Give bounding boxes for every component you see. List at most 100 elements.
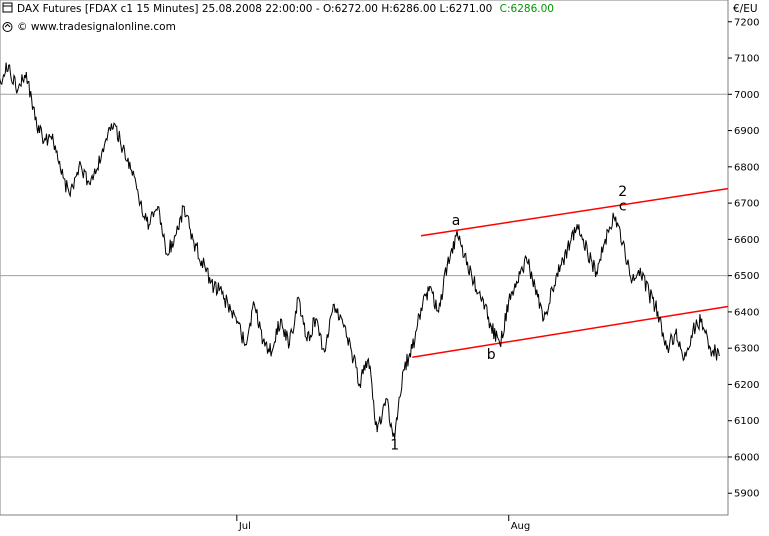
price-point	[367, 358, 369, 360]
price-point	[341, 318, 343, 320]
price-point	[323, 351, 326, 353]
y-tick-label-7200: 7200	[734, 17, 759, 28]
wave-label-1: 1	[390, 438, 399, 454]
x-tick-label-jul: Jul	[238, 521, 251, 532]
wave-label-c: c	[619, 198, 627, 214]
currency-label: €/EU	[733, 3, 758, 15]
price-point	[332, 304, 334, 306]
price-point	[130, 169, 133, 172]
price-point	[376, 430, 378, 433]
price-point	[227, 304, 229, 306]
price-point	[551, 289, 554, 291]
price-point	[473, 282, 475, 284]
price-point	[525, 256, 527, 259]
price-point	[674, 333, 676, 335]
gridlines	[0, 93, 728, 458]
price-point	[455, 235, 457, 237]
x-tick-label-aug: Aug	[511, 521, 531, 532]
price-point	[604, 238, 606, 240]
price-point	[262, 340, 264, 342]
price-point	[69, 195, 71, 197]
price-point	[402, 369, 405, 371]
trendlines	[412, 187, 729, 358]
price-point	[192, 238, 194, 240]
price-point	[122, 148, 124, 150]
source-credit: © www.tradesignalonline.com	[17, 21, 176, 33]
upper-channel-line	[420, 187, 729, 237]
price-point	[209, 282, 212, 284]
price-point	[446, 264, 448, 266]
price-point	[104, 140, 106, 143]
price-point	[297, 296, 299, 298]
header-icons[interactable]	[2, 2, 13, 32]
refresh-icon[interactable]	[2, 22, 13, 32]
price-point	[630, 282, 633, 284]
price-point	[359, 383, 361, 386]
price-point	[534, 285, 536, 288]
price-point	[16, 90, 19, 92]
price-point	[464, 253, 466, 255]
price-point	[578, 224, 580, 226]
instrument-line: DAX Futures [FDAX c1 15 Minutes] 25.08.2…	[17, 3, 492, 15]
price-point	[385, 398, 387, 400]
price-point	[315, 318, 317, 320]
price-point	[701, 318, 703, 320]
price-point	[499, 343, 501, 346]
y-tick-label-6000: 6000	[734, 452, 759, 463]
lower-channel-line	[412, 305, 729, 358]
price-point	[718, 354, 720, 357]
price-point	[481, 296, 484, 298]
y-tick-label-7000: 7000	[734, 90, 759, 101]
price-point	[692, 329, 694, 331]
price-point	[34, 119, 36, 121]
window-icon[interactable]	[2, 2, 13, 13]
price-point	[236, 322, 238, 324]
price-point	[639, 267, 641, 269]
price-point	[508, 300, 510, 302]
price-point	[43, 140, 45, 143]
price-point	[516, 282, 519, 284]
price-point	[657, 311, 659, 313]
price-point	[350, 347, 352, 349]
price-point	[25, 71, 27, 74]
price-point	[280, 318, 282, 320]
price-point	[587, 253, 589, 255]
price-point	[148, 224, 150, 226]
price-point	[613, 217, 615, 219]
y-tick-label-6300: 6300	[734, 344, 759, 355]
price-point	[52, 133, 54, 135]
price-point	[437, 311, 440, 313]
x-axis: Jul Aug	[236, 515, 531, 532]
wave-annotations: 1 a b c2	[390, 184, 627, 454]
price-point	[429, 285, 431, 288]
wave-label-a: a	[452, 213, 461, 229]
price-point	[306, 340, 308, 342]
price-point	[683, 358, 685, 360]
price-point	[0, 79, 1, 81]
wave-label-b: b	[487, 347, 496, 363]
plot-area	[0, 0, 729, 516]
y-tick-label-6400: 6400	[734, 307, 759, 318]
y-tick-label-6900: 6900	[734, 126, 759, 137]
price-point	[87, 180, 89, 182]
y-tick-label-6800: 6800	[734, 162, 759, 173]
price-point	[166, 253, 168, 255]
price-point	[95, 169, 98, 172]
price-point	[411, 347, 413, 349]
y-tick-label-6700: 6700	[734, 199, 759, 210]
refresh-icon-arrow	[4, 23, 11, 28]
price-point	[560, 264, 562, 266]
y-tick-label-7100: 7100	[734, 54, 759, 65]
price-point	[174, 235, 177, 237]
price-point	[569, 242, 571, 244]
price-point	[157, 206, 159, 208]
price-point	[420, 307, 422, 309]
price-point	[648, 293, 650, 295]
price-point	[218, 289, 220, 291]
wave-label-2: 2	[618, 184, 627, 200]
price-point	[543, 318, 545, 320]
y-tick-label-6500: 6500	[734, 271, 759, 282]
y-axis: 5900 6000 6100 6200 6300 6400 6500 6600 6700 6800…	[728, 17, 759, 500]
price-point	[490, 325, 492, 328]
price-point	[253, 304, 255, 306]
